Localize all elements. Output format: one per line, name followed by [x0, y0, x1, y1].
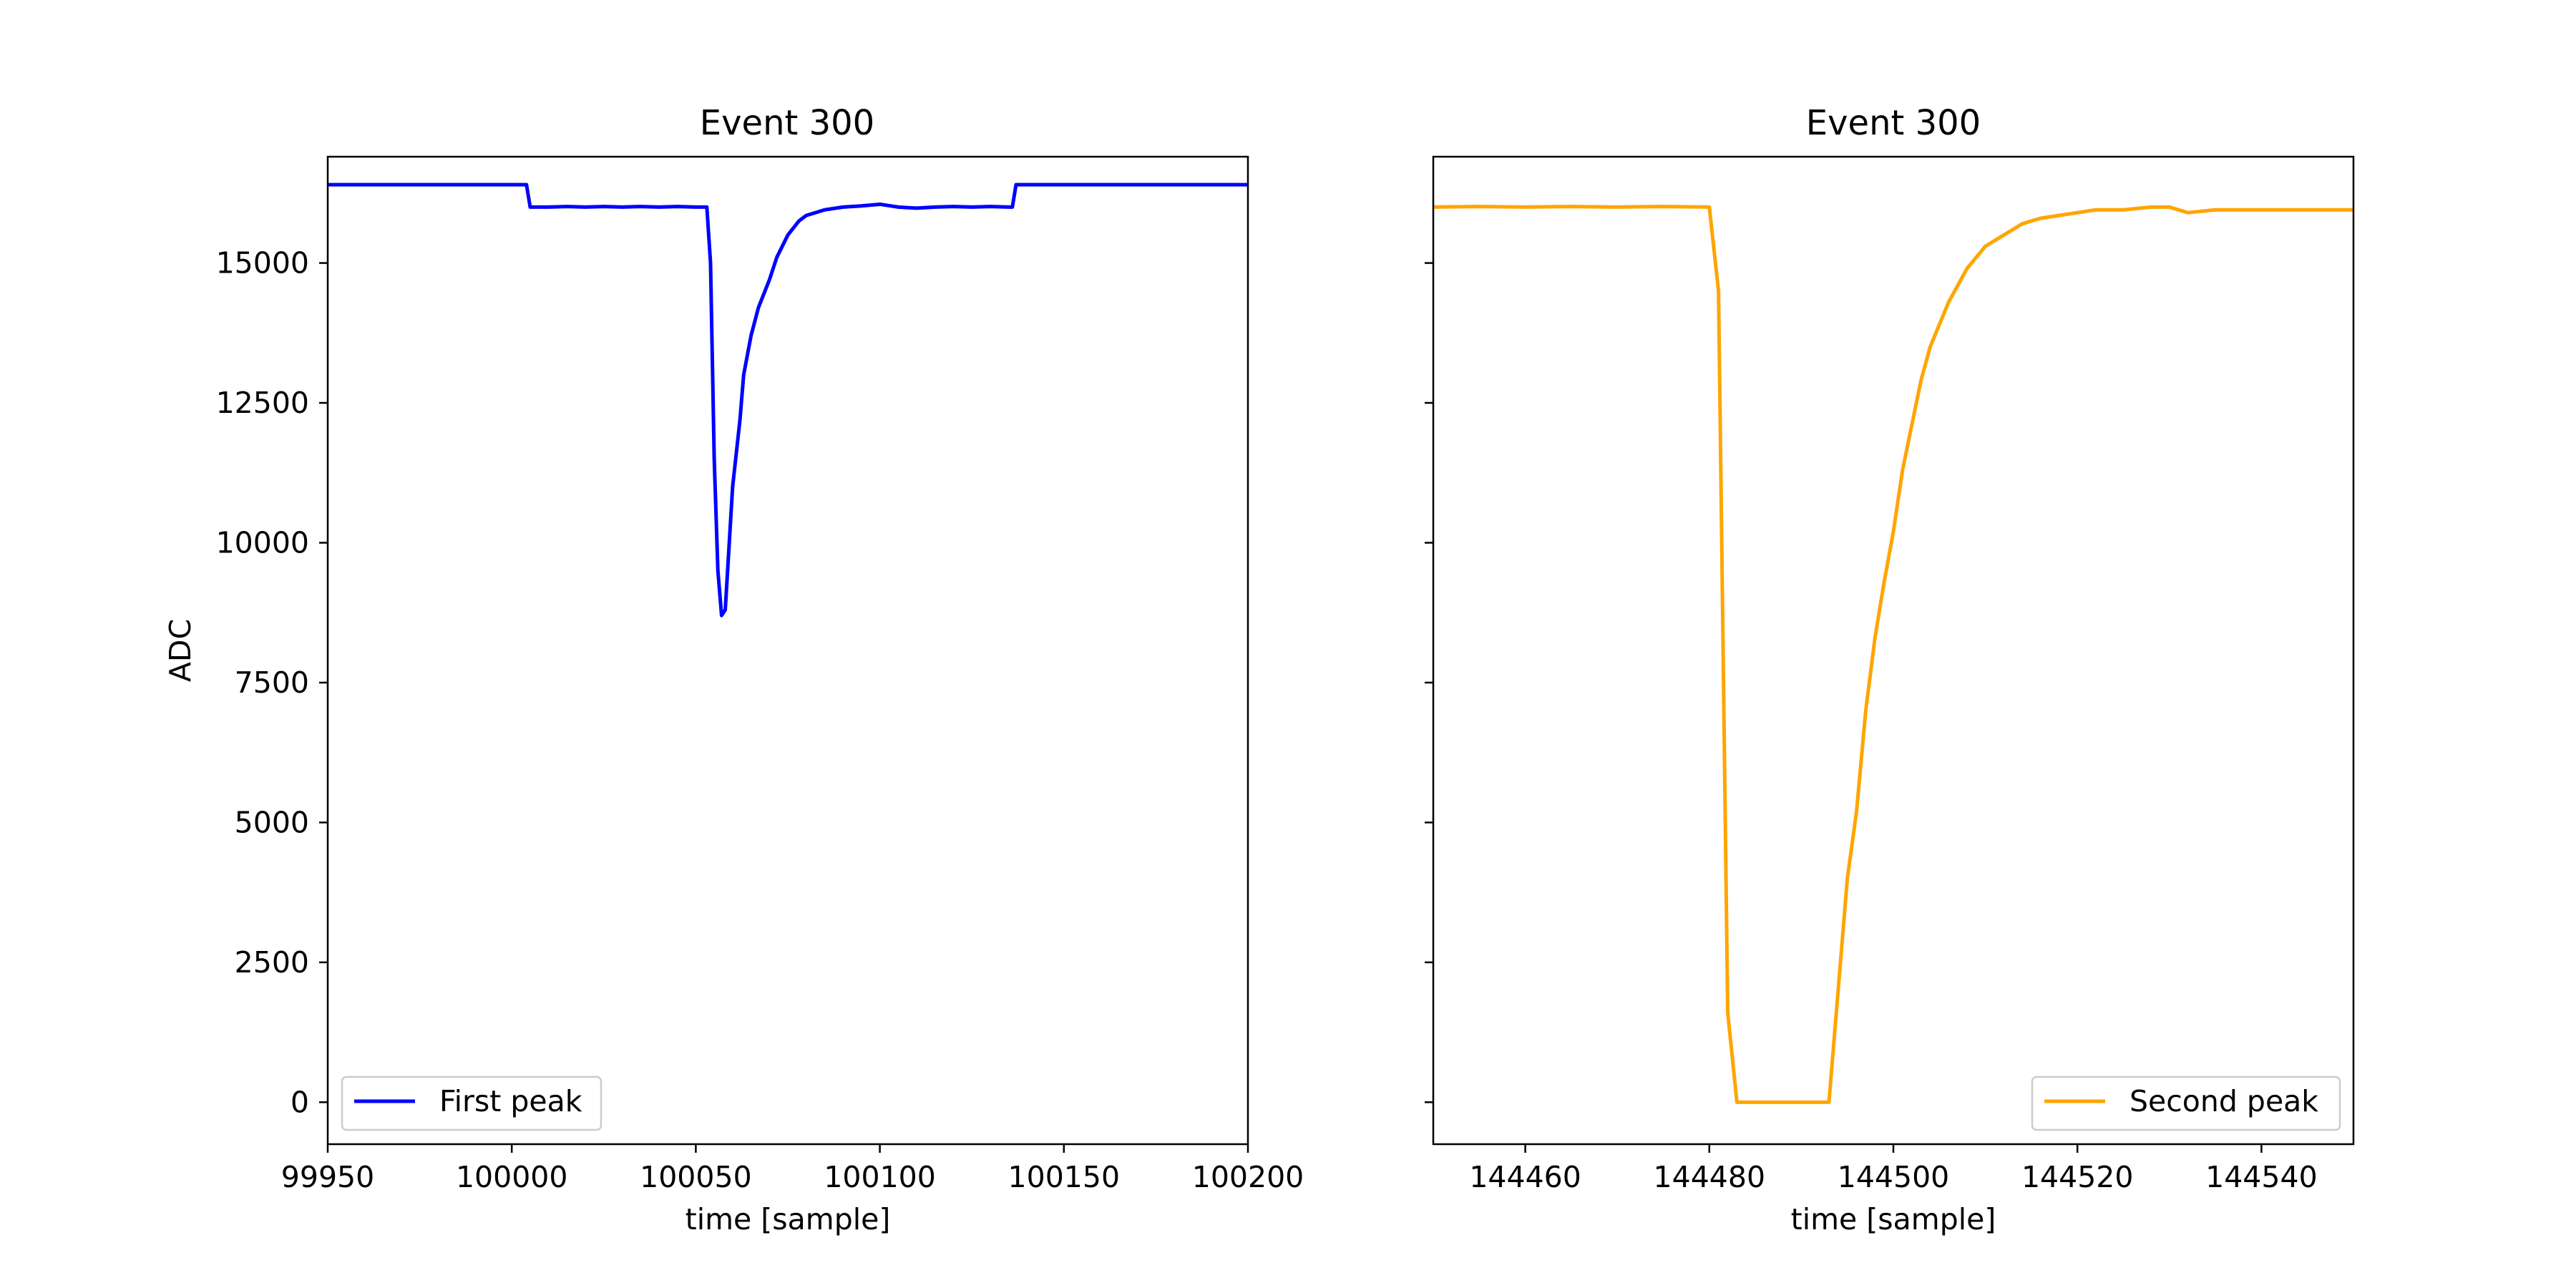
series-line	[328, 182, 1248, 618]
x-tick-label: 144460	[1469, 1160, 1581, 1194]
x-tick-label: 100150	[1008, 1160, 1121, 1194]
x-tick-label: 100200	[1192, 1160, 1304, 1194]
y-tick-label: 0	[291, 1085, 309, 1119]
chart-title: Event 300	[1806, 103, 1981, 143]
x-tick-label: 100000	[456, 1160, 568, 1194]
x-tick-label: 144480	[1654, 1160, 1766, 1194]
y-tick-label: 12500	[216, 386, 309, 420]
legend-box	[341, 1075, 602, 1131]
x-axis-ticks: 144460 144480 144500 144520 144540	[1469, 1144, 2318, 1194]
y-tick-label: 15000	[216, 246, 309, 280]
x-axis-label: time [sample]	[686, 1202, 891, 1236]
series-line	[1433, 205, 2353, 1104]
legend-box	[2031, 1075, 2341, 1131]
series-group	[1433, 205, 2353, 1104]
plot-frame	[1432, 155, 2355, 1146]
chart-title: Event 300	[700, 103, 874, 143]
x-tick-label: 144520	[2021, 1160, 2134, 1194]
series-group	[328, 182, 1248, 618]
y-axis-ticks: 0 2500 5000 7500 10000 12500 15000	[216, 246, 328, 1119]
x-tick-label: 100050	[640, 1160, 752, 1194]
legend: First peak	[341, 1075, 602, 1131]
x-tick-label: 144500	[1838, 1160, 1950, 1194]
plot-frame	[326, 155, 1249, 1146]
x-tick-label: 100100	[824, 1160, 936, 1194]
x-tick-label: 99950	[281, 1160, 374, 1194]
y-axis-label: ADC	[163, 619, 197, 682]
y-tick-label: 2500	[235, 945, 309, 980]
x-axis-label: time [sample]	[1791, 1202, 1996, 1236]
chart-first-peak: Event 300 99950 100000 100050 100100 100150 1…	[163, 103, 1304, 1236]
legend: Second peak	[2031, 1075, 2341, 1131]
legend-label: First peak	[439, 1084, 582, 1118]
y-tick-label: 7500	[235, 665, 309, 700]
x-tick-label: 144540	[2205, 1160, 2318, 1194]
x-axis-ticks: 99950 100000 100050 100100 100150 100200	[281, 1144, 1304, 1194]
legend-label: Second peak	[2129, 1084, 2318, 1118]
chart-second-peak: Event 300 144460 144480 144500 144520 144540…	[1425, 103, 2355, 1236]
y-tick-label: 10000	[216, 525, 309, 560]
y-tick-label: 5000	[235, 805, 309, 839]
y-axis-ticks	[1425, 262, 1433, 1103]
